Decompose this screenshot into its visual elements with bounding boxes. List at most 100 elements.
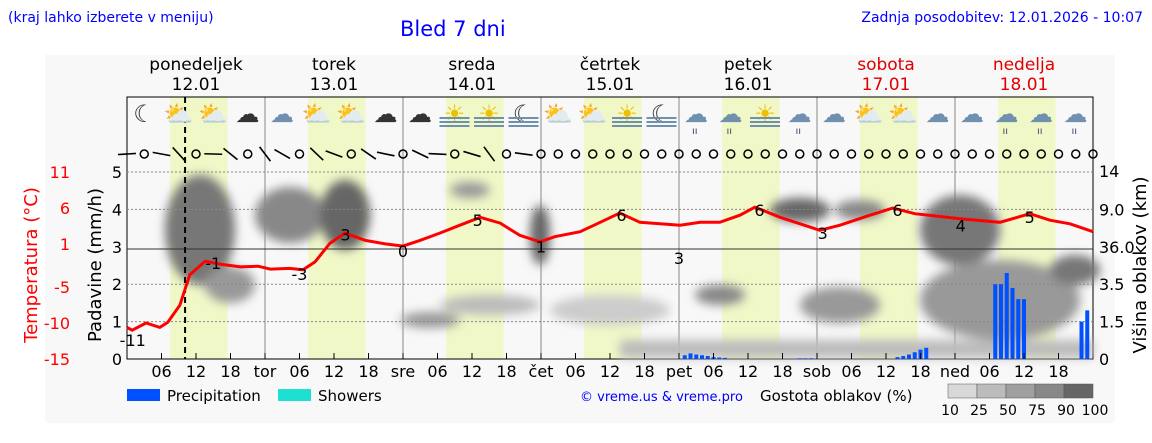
wind-barb-icon: [204, 152, 223, 156]
calm-wind-icon: [536, 149, 546, 159]
x-tick-label: 06: [703, 362, 723, 381]
day-name: ponedeljek: [149, 55, 243, 75]
precip-bar: [688, 353, 693, 359]
day-date: 18.01: [1000, 75, 1049, 95]
precip-legend-label: Precipitation: [167, 387, 261, 405]
precip-bar: [993, 284, 998, 359]
x-tick-label: 18: [1048, 362, 1068, 381]
calm-wind-icon: [674, 149, 684, 159]
calm-wind-icon: [933, 149, 943, 159]
calm-wind-icon: [829, 149, 839, 159]
precip-bar: [907, 354, 911, 359]
credit-link[interactable]: © vreme.us & vreme.pro: [580, 390, 743, 405]
rain-cloud-icon: ☁: [788, 100, 812, 128]
precip-tick-label: 2: [112, 275, 122, 294]
temp-extreme-label: 3: [818, 224, 828, 243]
moon-icon: ☾: [133, 100, 155, 128]
temp-extreme-label: 6: [892, 201, 902, 220]
calm-wind-icon: [967, 149, 977, 159]
calm-wind-icon: [243, 149, 253, 159]
density-tick-label: 25: [970, 403, 988, 419]
density-tick-label: 90: [1057, 403, 1075, 419]
calm-wind-icon: [346, 149, 356, 159]
temp-tick-label: 6: [60, 199, 70, 218]
temp-extreme-label: 5: [1025, 208, 1035, 227]
day-name: nedelja: [993, 55, 1055, 75]
day-name: torek: [312, 55, 356, 75]
x-tick-label: 18: [910, 362, 930, 381]
x-tick-label: 18: [358, 362, 378, 381]
density-tick-label: 75: [1028, 403, 1046, 419]
sun-cloud-icon: ⛅: [198, 100, 228, 128]
x-tick-label: 18: [220, 362, 240, 381]
calm-wind-icon: [570, 149, 581, 159]
x-tick-label: 06: [151, 362, 171, 381]
precip-bar: [924, 347, 929, 359]
wind-barb-icon: [223, 147, 238, 161]
density-tick-label: 10: [941, 403, 959, 419]
last-updated: Zadnja posodobitev: 12.01.2026 - 10:07: [861, 10, 1143, 26]
moon-cloud-icon: ☁: [236, 100, 260, 128]
temperature-line: [126, 205, 1094, 332]
day-date: 16.01: [724, 75, 773, 95]
cloud-icon: ☁: [822, 100, 846, 128]
precip-tick-label: 3: [112, 238, 122, 257]
day-name: petek: [724, 55, 772, 75]
x-tick-label: čet: [529, 362, 554, 381]
sun-cloud-icon: ⛅: [302, 100, 332, 128]
calm-wind-icon: [864, 149, 874, 159]
precip-bar: [1079, 321, 1084, 359]
calm-wind-icon: [501, 149, 512, 159]
temp-tick-label: 1: [60, 235, 70, 254]
x-tick-label: sre: [391, 362, 415, 381]
calm-wind-icon: [605, 149, 615, 159]
precip-bar: [1022, 299, 1026, 359]
x-tick-label: 12: [1014, 362, 1034, 381]
precip-tick-label: 5: [112, 163, 122, 182]
wind-barb-icon: [325, 150, 343, 158]
calm-wind-icon: [1053, 149, 1064, 159]
calm-wind-icon: [553, 149, 563, 159]
density-tick-label: 100: [1082, 403, 1109, 419]
wind-barb-icon: [258, 146, 272, 162]
x-tick-label: 12: [738, 362, 758, 381]
daylight-band: [860, 97, 918, 359]
precip-axis-label: Padavine (mm/h): [85, 188, 106, 342]
sun-cloud-icon: ⛅: [578, 100, 608, 128]
calm-wind-icon: [294, 149, 305, 159]
wind-barb-icon: [172, 146, 186, 162]
calm-wind-icon: [726, 149, 736, 159]
chart-title: Bled 7 dni: [400, 17, 506, 41]
precip-swatch: [127, 389, 160, 401]
cloud-height-tick-label: 0: [1099, 350, 1109, 369]
sun-fog-icon: ☀: [616, 100, 638, 128]
precip-tick-label: 1: [112, 313, 122, 332]
x-tick-label: 06: [289, 362, 309, 381]
calm-wind-icon: [950, 149, 960, 159]
region-note[interactable]: (kraj lahko izberete v meniju): [8, 10, 214, 26]
density-tick-label: 50: [999, 403, 1017, 419]
calm-wind-icon: [777, 149, 788, 159]
x-tick-label: 12: [600, 362, 620, 381]
x-tick-label: 06: [841, 362, 861, 381]
legend: Precipitation Showers © vreme.us & vreme…: [127, 383, 1109, 419]
precip-bar: [717, 357, 722, 359]
cloud-height-tick-label: 1.5: [1099, 313, 1124, 332]
wind-barb-icon: [428, 152, 447, 156]
rain-drops-icon: ıı: [1003, 126, 1009, 137]
moon-cloud-icon: ☁: [408, 100, 432, 128]
density-swatch: [947, 383, 978, 399]
calm-wind-icon: [398, 149, 408, 159]
sun-cloud-icon: ⛅: [854, 100, 884, 128]
temp-extreme-label: -1: [205, 254, 221, 273]
temp-axis-label: Temperatura (°C): [21, 187, 42, 344]
precip-bar: [912, 352, 917, 359]
wind-barb-icon: [274, 148, 291, 160]
wind-barb-icon: [411, 149, 429, 159]
showers-legend-label: Showers: [318, 387, 382, 405]
day-name: četrtek: [580, 55, 641, 75]
cloud-density-legend-label: Gostota oblakov (%): [760, 387, 913, 405]
calm-wind-icon: [1019, 149, 1029, 159]
day-date: 14.01: [448, 75, 497, 95]
